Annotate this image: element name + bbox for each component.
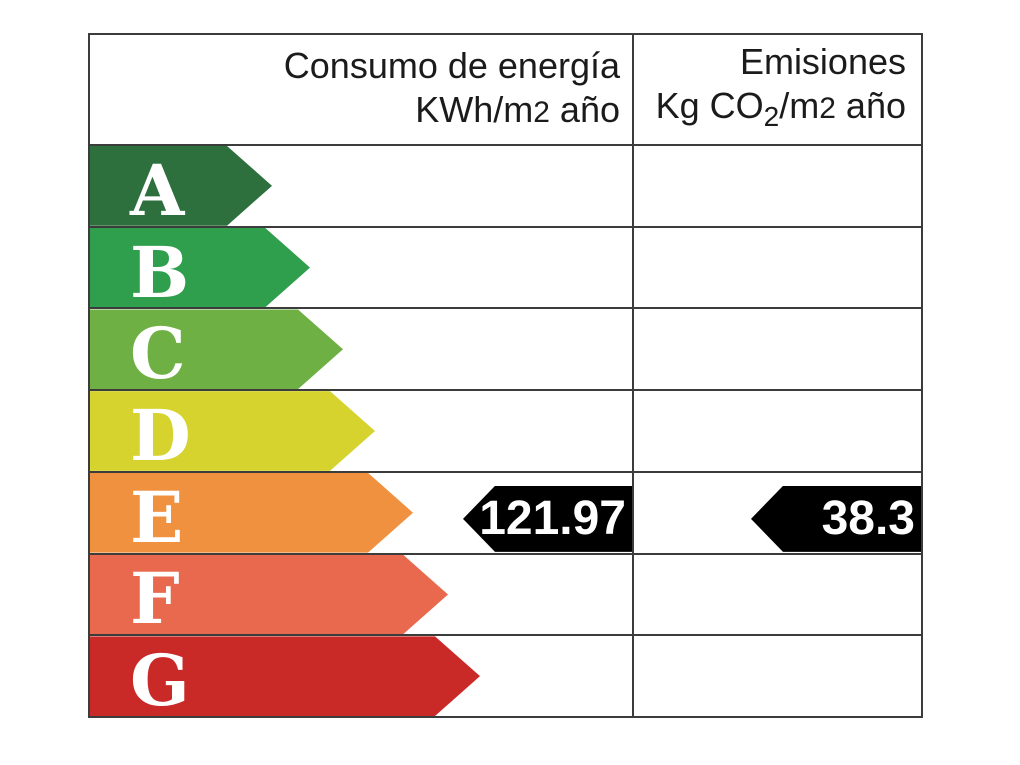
table-header-row: Consumo de energía KWh/m2 año Emisiones …: [90, 35, 921, 144]
emisiones-value-arrow: 38.3: [751, 485, 921, 552]
emisiones-header-cell: Emisiones Kg CO2/m2 año: [632, 35, 921, 144]
rating-row-G: G: [90, 634, 921, 716]
emisiones-unit-mid: /m: [779, 85, 820, 126]
rating-bands: A B C D E 121.97 38.3 F G: [90, 144, 921, 716]
rating-row-E: E 121.97 38.3: [90, 470, 921, 553]
rating-arrow-C: C: [90, 309, 343, 389]
emisiones-unit-exponent: 2: [819, 92, 836, 125]
consumo-unit-suffix: año: [549, 89, 620, 130]
rating-row-C: C: [90, 307, 921, 389]
emisiones-unit-text: Kg CO: [655, 85, 764, 126]
rating-arrow-G: G: [90, 636, 480, 716]
consumo-header-line1: Consumo de energía: [283, 45, 620, 86]
consumo-unit-text: KWh/m: [415, 89, 534, 130]
consumo-unit-exponent: 2: [533, 96, 550, 129]
rating-arrow-E: E: [90, 473, 413, 553]
rating-letter: B: [130, 230, 190, 314]
rating-row-A: A: [90, 144, 921, 226]
rating-row-D: D: [90, 389, 921, 471]
consumo-value: 121.97: [479, 491, 626, 545]
rating-letter: A: [130, 148, 185, 232]
emisiones-unit-suffix: año: [835, 85, 906, 126]
rating-letter: E: [130, 475, 184, 559]
column-divider: [632, 35, 634, 716]
rating-letter: C: [130, 312, 186, 396]
consumo-header-line2: KWh/m2 año: [415, 88, 620, 135]
rating-row-F: F: [90, 552, 921, 635]
rating-letter: G: [130, 639, 190, 723]
rating-letter: F: [130, 557, 180, 641]
rating-arrow-A: A: [90, 146, 272, 226]
rating-letter: D: [130, 394, 191, 478]
co2-subscript: 2: [763, 101, 780, 132]
emisiones-value: 38.3: [821, 491, 915, 545]
rating-arrow-D: D: [90, 391, 375, 471]
rating-row-B: B: [90, 225, 921, 308]
emisiones-header-line2: Kg CO2/m2 año: [656, 84, 906, 139]
rating-arrow-B: B: [90, 228, 310, 308]
energy-rating-table: Consumo de energía KWh/m2 año Emisiones …: [88, 33, 923, 718]
consumo-header-cell: Consumo de energía KWh/m2 año: [90, 35, 632, 144]
emisiones-header-line1: Emisiones: [739, 41, 906, 82]
rating-arrow-F: F: [90, 555, 448, 635]
consumo-value-arrow: 121.97: [463, 485, 632, 552]
